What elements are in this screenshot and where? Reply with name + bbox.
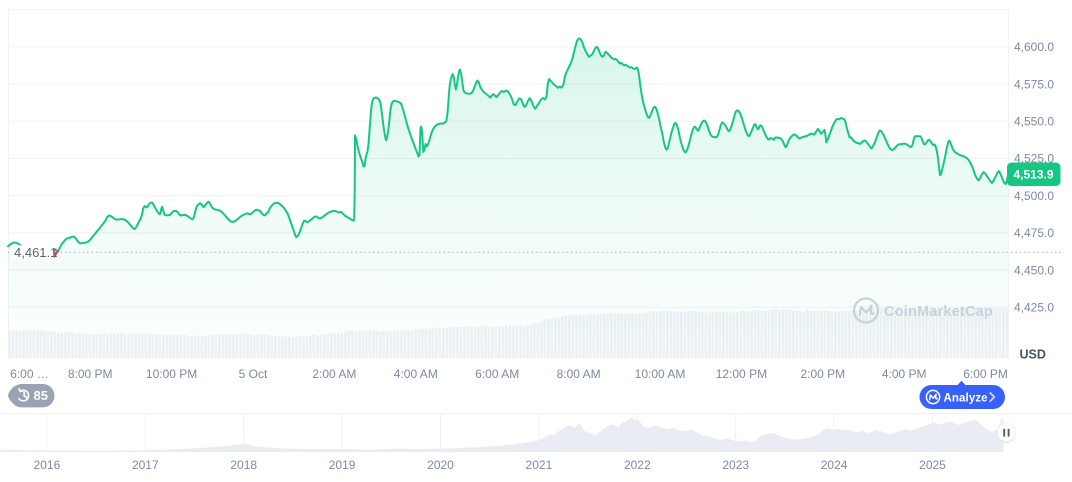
svg-text:4:00 PM: 4:00 PM <box>882 367 927 381</box>
svg-text:2019: 2019 <box>329 458 356 472</box>
svg-text:4,450.0: 4,450.0 <box>1014 263 1054 277</box>
svg-text:10:00 AM: 10:00 AM <box>635 367 686 381</box>
svg-text:2016: 2016 <box>34 458 61 472</box>
svg-text:2025: 2025 <box>919 458 946 472</box>
svg-text:2018: 2018 <box>230 458 257 472</box>
svg-text:8:00 AM: 8:00 AM <box>557 367 601 381</box>
svg-text:4,550.0: 4,550.0 <box>1014 115 1054 129</box>
svg-text:12:00 PM: 12:00 PM <box>716 367 767 381</box>
svg-text:8:00 PM: 8:00 PM <box>68 367 113 381</box>
svg-text:Analyze: Analyze <box>944 392 988 404</box>
svg-text:2023: 2023 <box>722 458 749 472</box>
svg-text:2024: 2024 <box>821 458 848 472</box>
svg-text:4,600.0: 4,600.0 <box>1014 40 1054 54</box>
svg-text:2017: 2017 <box>132 458 159 472</box>
svg-text:4,461.1: 4,461.1 <box>14 245 57 260</box>
svg-text:4,425.0: 4,425.0 <box>1014 301 1054 315</box>
svg-text:4:00 AM: 4:00 AM <box>394 367 438 381</box>
svg-text:4,500.0: 4,500.0 <box>1014 189 1054 203</box>
svg-text:5 Oct: 5 Oct <box>239 367 268 381</box>
svg-text:10:00 PM: 10:00 PM <box>146 367 197 381</box>
svg-text:6:00 PM: 6:00 PM <box>963 367 1008 381</box>
svg-text:2021: 2021 <box>526 458 553 472</box>
svg-text:2:00 AM: 2:00 AM <box>312 367 356 381</box>
svg-text:85: 85 <box>34 388 48 403</box>
svg-text:2020: 2020 <box>427 458 454 472</box>
svg-text:4,575.0: 4,575.0 <box>1014 77 1054 91</box>
svg-text:4,525.0: 4,525.0 <box>1014 152 1054 166</box>
svg-text:6:00 AM: 6:00 AM <box>475 367 519 381</box>
svg-text:USD: USD <box>1020 348 1046 362</box>
svg-text:2022: 2022 <box>624 458 651 472</box>
svg-text:2:00 PM: 2:00 PM <box>800 367 845 381</box>
svg-text:4,475.0: 4,475.0 <box>1014 226 1054 240</box>
svg-text:6:00 …: 6:00 … <box>10 367 49 381</box>
svg-text:4,513.9: 4,513.9 <box>1014 168 1054 182</box>
